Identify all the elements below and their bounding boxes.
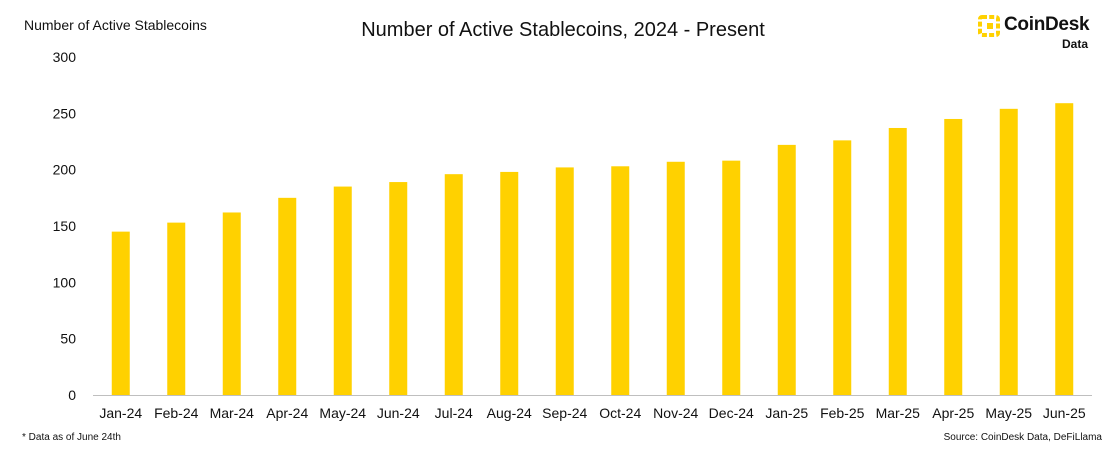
x-tick-label: Apr-24 [266, 405, 308, 421]
source-note: Source: CoinDesk Data, DeFiLlama [943, 432, 1102, 443]
x-tick-label: Feb-25 [820, 405, 865, 421]
bar [833, 140, 852, 395]
bar [888, 127, 907, 395]
y-axis-title: Number of Active Stablecoins [24, 17, 207, 33]
bar [777, 144, 796, 395]
x-axis-ticks: Jan-24 Feb-24 Mar-24 Apr-24 May-24 Jun-24 Jul-… [99, 405, 1086, 421]
x-tick-label: Jul-24 [435, 405, 473, 421]
y-tick-label: 100 [53, 274, 77, 290]
bar [1055, 103, 1074, 396]
chart-title: Number of Active Stablecoins, 2024 - Pre… [361, 19, 765, 41]
bar [333, 186, 352, 395]
bar [555, 167, 574, 395]
y-tick-label: 300 [53, 49, 77, 65]
bar [222, 212, 241, 395]
footnote: * Data as of June 24th [22, 432, 121, 443]
x-tick-label: May-24 [319, 405, 366, 421]
bar [167, 222, 186, 395]
x-tick-label: Jun-25 [1043, 405, 1086, 421]
y-tick-label: 250 [53, 105, 77, 121]
y-tick-label: 50 [60, 331, 76, 347]
bar [389, 182, 408, 395]
x-tick-label: Nov-24 [653, 405, 698, 421]
bar [111, 231, 130, 395]
x-tick-label: Jun-24 [377, 405, 420, 421]
x-tick-label: Apr-25 [932, 405, 974, 421]
x-tick-label: Feb-24 [154, 405, 199, 421]
x-tick-label: Sep-24 [542, 405, 587, 421]
bars-group [111, 103, 1074, 396]
x-tick-label: Mar-25 [876, 405, 921, 421]
x-tick-label: Dec-24 [709, 405, 754, 421]
coindesk-logo-icon [978, 15, 1000, 37]
x-tick-label: Jan-24 [99, 405, 142, 421]
bar [611, 166, 630, 395]
y-tick-label: 0 [68, 387, 76, 403]
y-tick-label: 200 [53, 162, 77, 178]
bar [444, 174, 463, 395]
y-axis-ticks: 0 50 100 150 200 250 300 [53, 49, 77, 403]
bar [278, 197, 297, 395]
bar [722, 160, 741, 395]
bar [500, 171, 519, 395]
bar [944, 118, 963, 395]
x-tick-label: Aug-24 [487, 405, 532, 421]
x-tick-label: Mar-24 [210, 405, 255, 421]
bar [999, 108, 1018, 396]
logo-wordmark: CoinDesk [1004, 14, 1090, 35]
y-tick-label: 150 [53, 218, 77, 234]
logo-subtitle: Data [1061, 37, 1088, 51]
x-tick-label: May-25 [985, 405, 1032, 421]
x-tick-label: Oct-24 [599, 405, 641, 421]
coindesk-logo: CoinDesk Data [978, 14, 1098, 54]
x-tick-label: Jan-25 [765, 405, 808, 421]
bar [666, 161, 685, 395]
